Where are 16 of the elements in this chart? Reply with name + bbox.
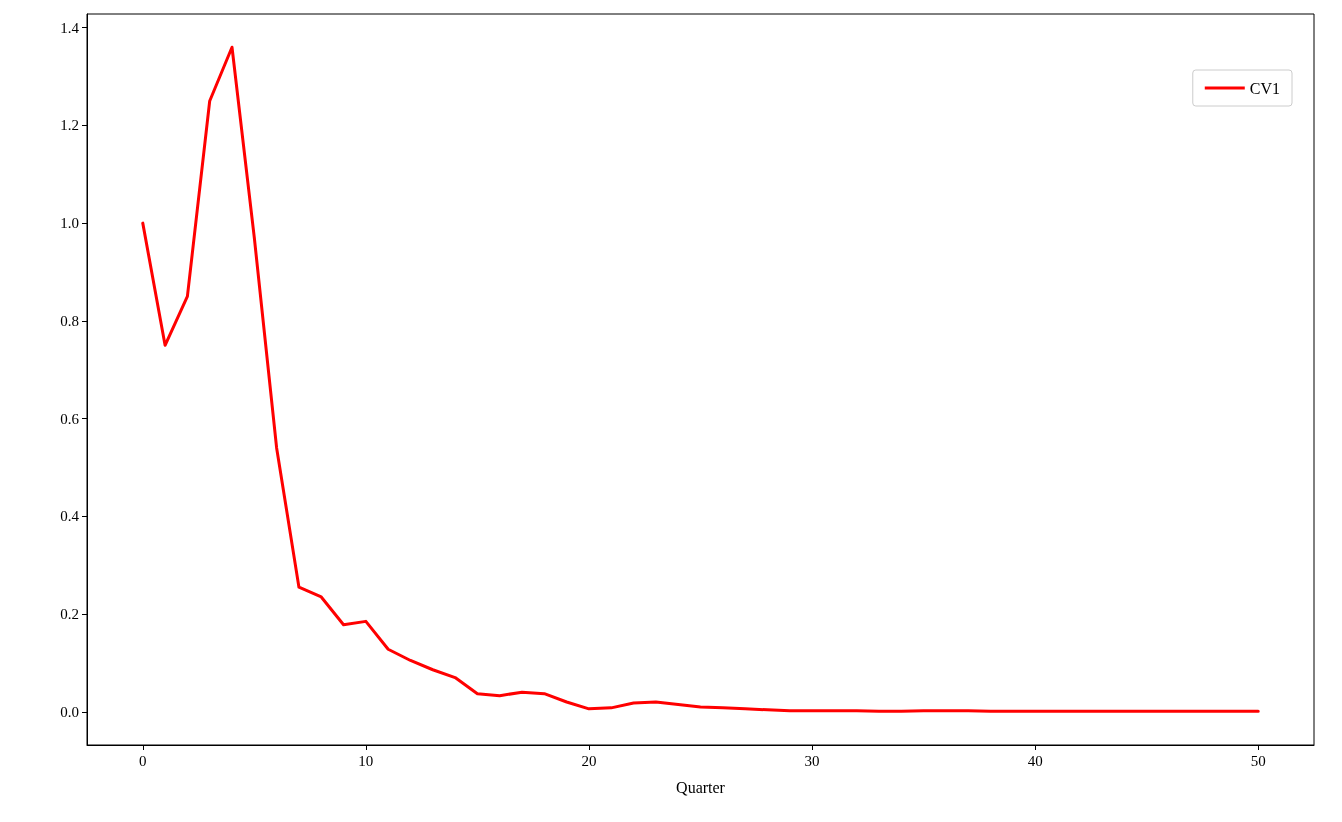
y-tick-label: 1.2 [60,117,79,134]
x-axis-title: Quarter [676,778,726,796]
x-tick-label: 30 [804,752,820,769]
x-tick-label: 10 [358,752,374,769]
y-tick-label: 0.4 [60,508,80,525]
y-tick-label: 0.6 [60,410,80,427]
y-tick-label: 0.8 [60,312,79,329]
y-tick-label: 0.2 [60,606,79,623]
x-tick-label: 40 [1027,752,1043,769]
legend-label: CV1 [1249,79,1281,97]
x-tick-label: 20 [581,752,597,769]
x-tick-label: 0 [139,752,147,769]
y-tick-label: 0.0 [60,703,79,720]
x-tick-label: 50 [1250,752,1266,769]
y-tick-label: 1.0 [60,215,79,232]
y-tick-label: 1.4 [60,19,80,36]
